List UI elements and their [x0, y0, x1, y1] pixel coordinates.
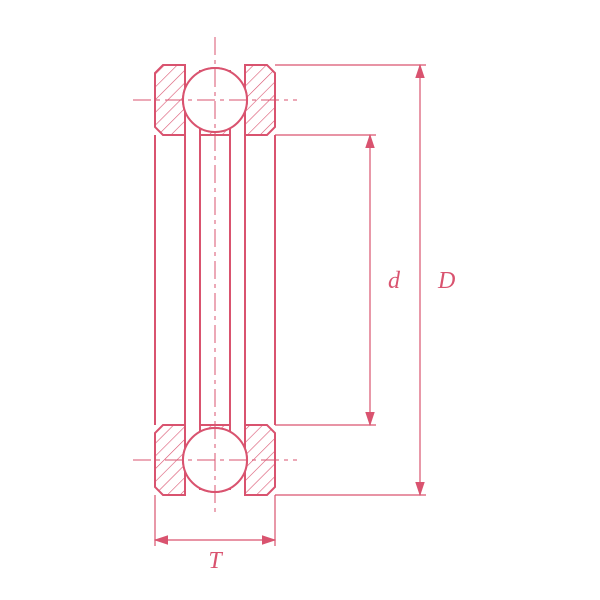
dim-label-T: T — [208, 548, 223, 574]
thrust-bearing-diagram: Td D — [0, 0, 600, 600]
dim-label-D: D — [437, 268, 455, 294]
dim-label-d: d — [388, 268, 401, 294]
